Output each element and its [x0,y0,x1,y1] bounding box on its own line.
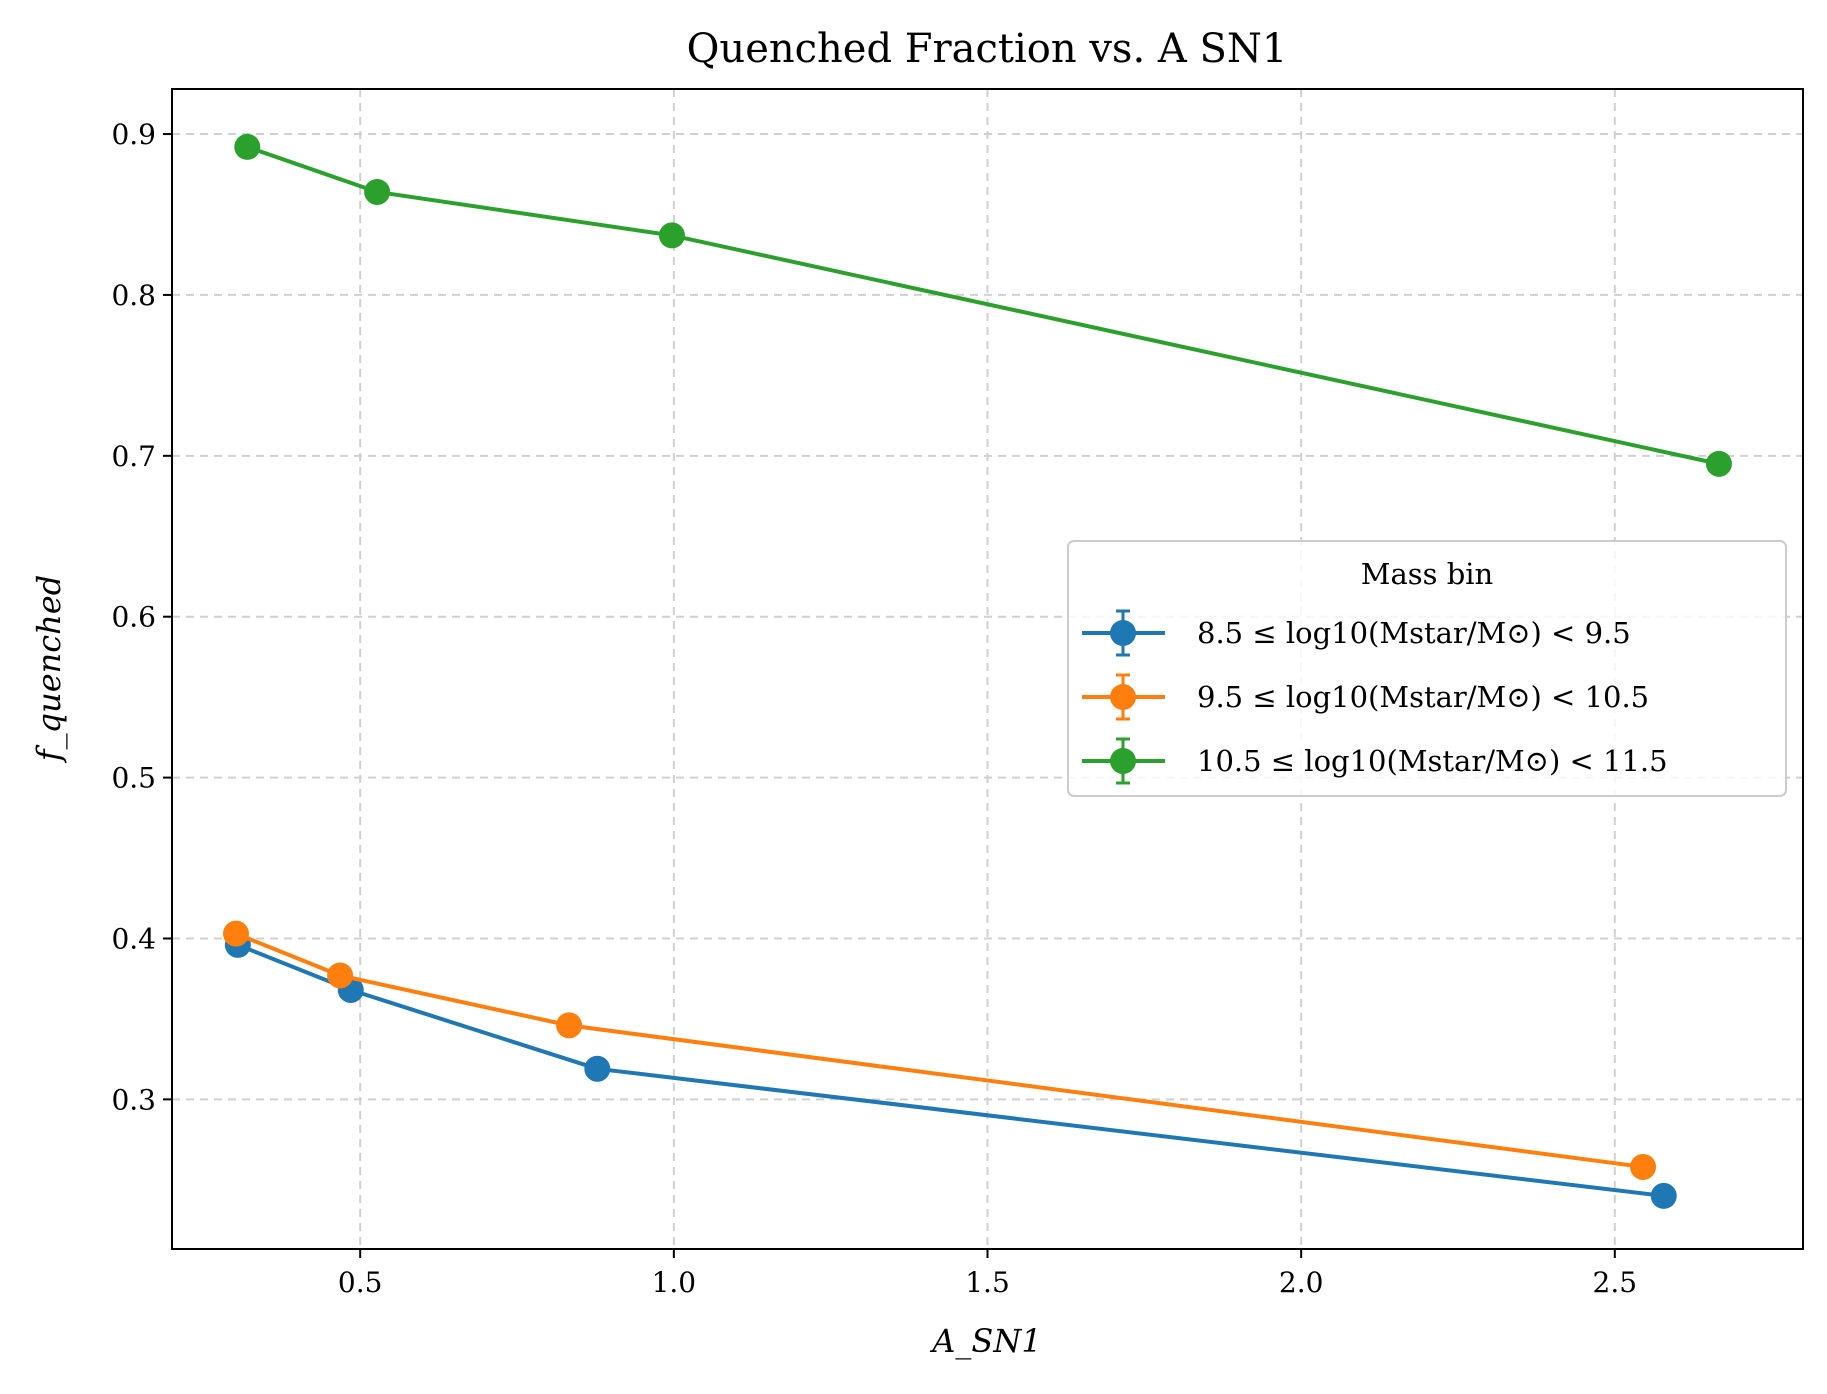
data-point [556,1012,583,1039]
series-line [237,943,1664,1198]
legend-entry-label: 9.5 ≤ log10(Mstar/M⊙) < 10.5 [1197,680,1649,714]
data-point [1650,1182,1677,1209]
series-2 [222,920,1657,1180]
series-3 [234,133,1732,477]
data-point [1705,450,1732,477]
x-tick-label: 2.5 [1593,1266,1638,1299]
y-tick-label: 0.5 [111,762,156,795]
data-point [234,133,261,160]
data-point [1630,1153,1657,1180]
legend: Mass bin 8.5 ≤ log10(Mstar/M⊙) < 9.5 9.5 … [1067,540,1787,797]
series-line [246,145,1720,466]
x-axis-ticks: 0.5 1.0 1.5 2.0 2.5 [338,1249,1637,1299]
legend-entries: 8.5 ≤ log10(Mstar/M⊙) < 9.5 9.5 ≤ log10(M… [1082,609,1668,785]
data-point [327,962,354,989]
series-group [222,133,1732,1209]
x-axis-label: A_SN1 [929,1322,1041,1360]
y-tick-label: 0.3 [111,1083,156,1116]
y-tick-label: 0.7 [111,440,156,473]
legend-marker [1110,684,1136,710]
legend-marker [1110,748,1136,774]
legend-entry: 9.5 ≤ log10(Mstar/M⊙) < 10.5 [1082,673,1649,721]
x-tick-label: 2.0 [1279,1266,1324,1299]
data-point [364,178,391,205]
data-point [658,222,685,249]
legend-entry: 8.5 ≤ log10(Mstar/M⊙) < 9.5 [1082,609,1631,657]
data-point [584,1055,611,1082]
y-tick-label: 0.9 [111,118,156,151]
legend-entry: 10.5 ≤ log10(Mstar/M⊙) < 11.5 [1082,737,1668,785]
legend-entry-label: 10.5 ≤ log10(Mstar/M⊙) < 11.5 [1197,744,1668,778]
y-axis-label: f_quenched [30,575,68,763]
legend-entry-label: 8.5 ≤ log10(Mstar/M⊙) < 9.5 [1197,616,1631,650]
legend-title: Mass bin [1361,557,1493,591]
x-tick-label: 1.5 [965,1266,1010,1299]
y-axis-ticks: 0.3 0.4 0.5 0.6 0.7 0.8 0.9 [111,118,172,1116]
series-line [235,931,1644,1169]
data-point [222,920,249,947]
x-tick-label: 0.5 [338,1266,383,1299]
y-tick-label: 0.8 [111,279,156,312]
chart-title: Quenched Fraction vs. A SN1 [687,26,1288,72]
legend-marker [1110,620,1136,646]
y-tick-label: 0.4 [111,922,156,955]
y-tick-label: 0.6 [111,601,156,634]
legend-box [1067,540,1787,797]
x-tick-label: 1.0 [652,1266,697,1299]
